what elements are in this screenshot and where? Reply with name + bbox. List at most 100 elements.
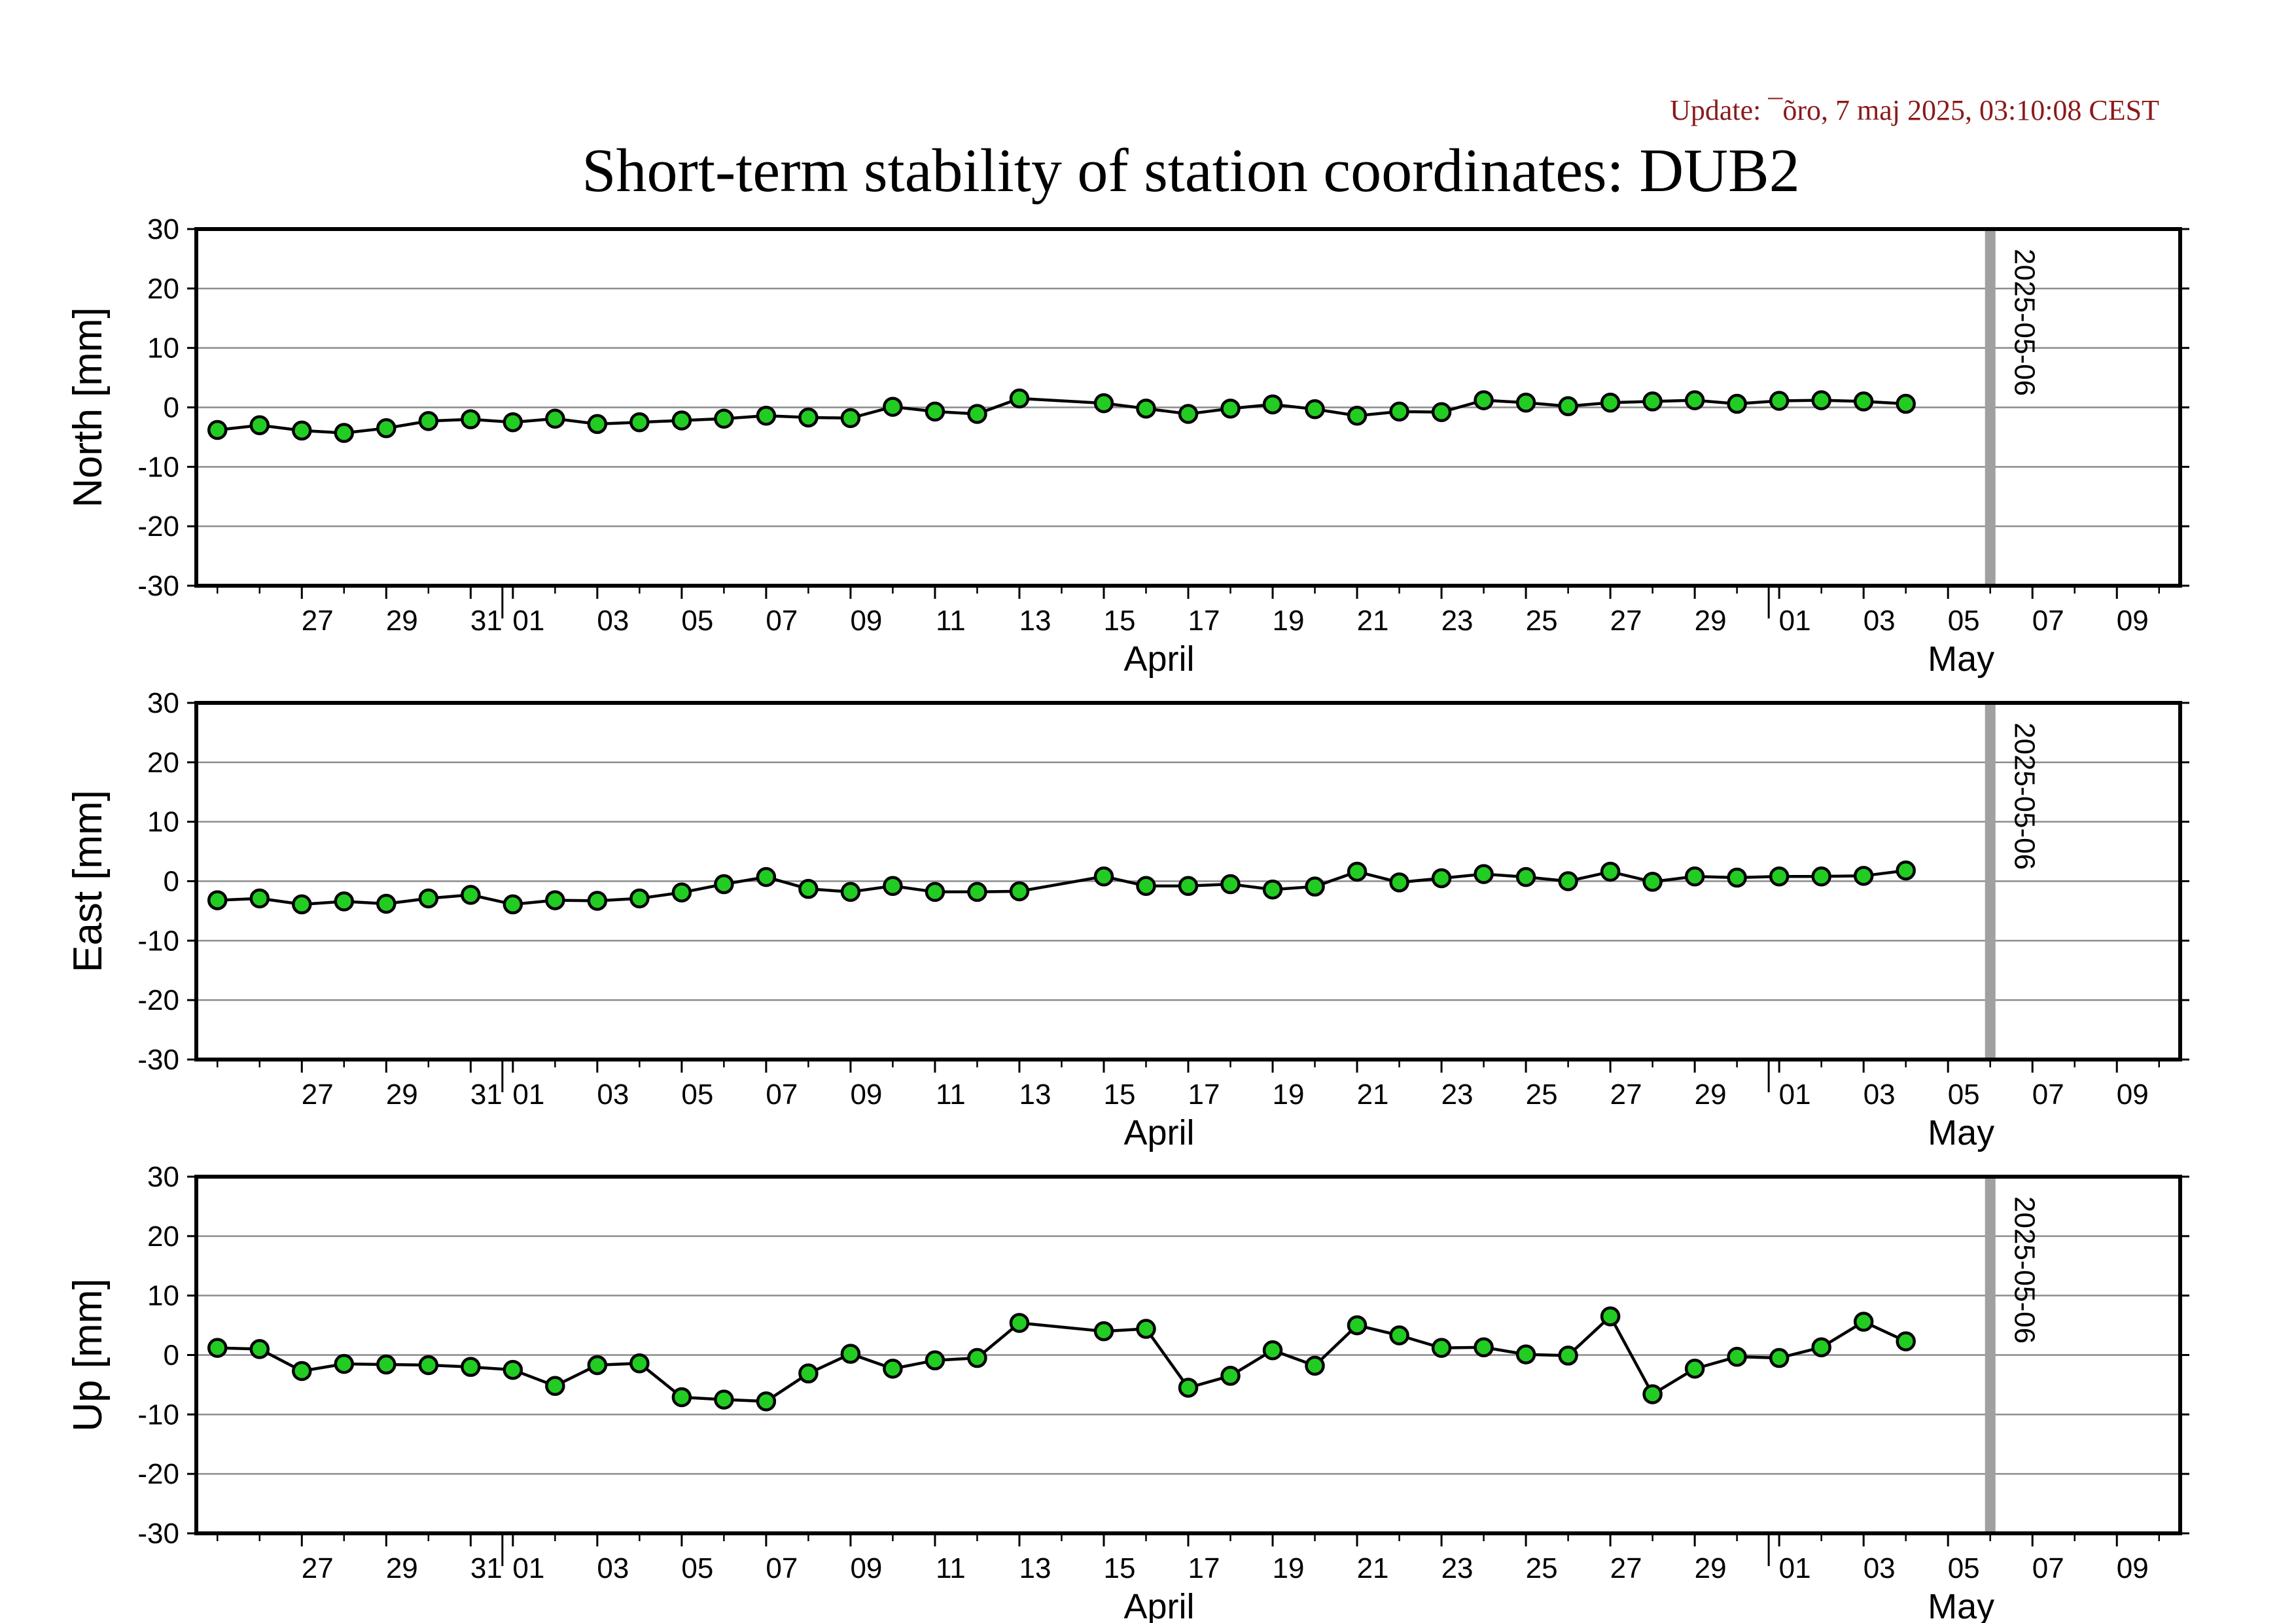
x-tick-label: 27 — [1610, 605, 1642, 637]
data-point — [883, 397, 903, 417]
x-tick-label: 31 — [470, 1552, 503, 1584]
data-point — [461, 885, 481, 905]
data-point — [1896, 860, 1916, 881]
y-tick-label: 20 — [147, 273, 179, 305]
x-tick-label: 15 — [1104, 1552, 1136, 1584]
x-tick-label: 03 — [1863, 1079, 1896, 1111]
x-tick-label: 17 — [1188, 605, 1220, 637]
data-point — [1136, 399, 1156, 419]
y-tick-label: -20 — [137, 984, 179, 1016]
update-timestamp: Update: ¯õro, 7 maj 2025, 03:10:08 CEST — [1670, 94, 2159, 126]
data-point — [1093, 1321, 1114, 1342]
data-point — [925, 1350, 945, 1370]
x-tick-label: 29 — [386, 605, 418, 637]
y-tick-label: -10 — [137, 1399, 179, 1431]
data-point — [1389, 1325, 1409, 1346]
y-tick-label: 30 — [147, 687, 179, 719]
data-point — [1305, 399, 1325, 419]
x-tick-label: 21 — [1357, 1552, 1389, 1584]
y-tick-label: 10 — [147, 806, 179, 838]
x-tick-label: 23 — [1441, 1552, 1474, 1584]
data-point — [207, 419, 228, 440]
data-point — [671, 882, 692, 903]
x-tick-label: 31 — [470, 1079, 503, 1111]
x-tick-label: 07 — [766, 605, 798, 637]
data-point — [503, 412, 523, 433]
data-point — [1389, 872, 1409, 893]
x-tick-label: 09 — [2117, 1079, 2149, 1111]
x-tick-label: 23 — [1441, 1079, 1474, 1111]
data-point — [1305, 876, 1325, 897]
data-point — [292, 1361, 312, 1382]
x-tick-label: 11 — [936, 605, 966, 637]
data-point — [1262, 394, 1283, 415]
x-tick-label: 27 — [302, 1079, 334, 1111]
data-point — [1684, 1359, 1705, 1379]
data-point — [1515, 1344, 1536, 1364]
data-point — [1136, 1319, 1156, 1339]
month-label: May — [1928, 639, 1994, 679]
x-tick-label: 01 — [512, 1552, 544, 1584]
data-point — [1642, 391, 1663, 412]
data-point — [756, 405, 777, 426]
month-label: May — [1928, 1113, 1994, 1152]
x-tick-label: 27 — [1610, 1079, 1642, 1111]
month-label: April — [1123, 1113, 1194, 1152]
data-point — [1896, 1331, 1916, 1351]
data-point — [967, 1347, 987, 1368]
data-point — [840, 408, 861, 429]
x-tick-label: 03 — [597, 605, 629, 637]
x-tick-label: 23 — [1441, 605, 1474, 637]
x-tick-label: 03 — [597, 1552, 629, 1584]
x-tick-label: 07 — [2032, 1079, 2064, 1111]
x-tick-label: 31 — [470, 605, 503, 637]
x-tick-label: 29 — [1695, 605, 1727, 637]
data-point — [1600, 1306, 1621, 1327]
x-tick-label: 17 — [1188, 1552, 1220, 1584]
data-point — [629, 888, 650, 909]
data-point — [671, 410, 692, 431]
x-tick-label: 05 — [1948, 1552, 1980, 1584]
x-tick-label: 27 — [302, 1552, 334, 1584]
x-tick-label: 09 — [850, 605, 882, 637]
data-point — [756, 866, 777, 887]
x-tick-label: 09 — [2117, 1552, 2149, 1584]
data-point — [1178, 404, 1199, 424]
x-tick-label: 09 — [2117, 605, 2149, 637]
x-tick-label: 11 — [936, 1079, 966, 1111]
data-point — [1684, 866, 1705, 887]
data-point — [418, 1355, 439, 1376]
current-day-label: 2025-05-06 — [2009, 249, 2041, 396]
data-point — [840, 1344, 861, 1364]
data-point — [671, 1387, 692, 1408]
x-tick-label: 25 — [1526, 605, 1558, 637]
series-line — [217, 1313, 1907, 1403]
x-tick-label: 11 — [936, 1552, 966, 1584]
y-tick-label: 20 — [147, 1221, 179, 1253]
y-tick-label: -30 — [137, 570, 179, 602]
data-point — [1431, 1338, 1452, 1358]
data-point — [714, 408, 734, 429]
x-tick-label: 07 — [766, 1552, 798, 1584]
data-point — [1684, 390, 1705, 410]
data-point — [376, 893, 397, 914]
data-point — [798, 879, 819, 899]
data-point — [1220, 399, 1241, 419]
data-point — [334, 1353, 355, 1374]
data-point — [461, 1357, 481, 1377]
data-point — [1600, 392, 1621, 413]
data-point — [1769, 866, 1790, 887]
current-day-label: 2025-05-06 — [2009, 722, 2041, 870]
data-point — [1009, 1313, 1030, 1333]
data-point — [1305, 1355, 1325, 1376]
data-point — [1178, 876, 1199, 897]
data-point — [587, 891, 608, 911]
data-point — [545, 1376, 565, 1396]
data-point — [292, 894, 312, 915]
y-tick-label: -30 — [137, 1518, 179, 1550]
x-tick-label: 05 — [681, 1079, 713, 1111]
x-tick-label: 01 — [1779, 605, 1811, 637]
